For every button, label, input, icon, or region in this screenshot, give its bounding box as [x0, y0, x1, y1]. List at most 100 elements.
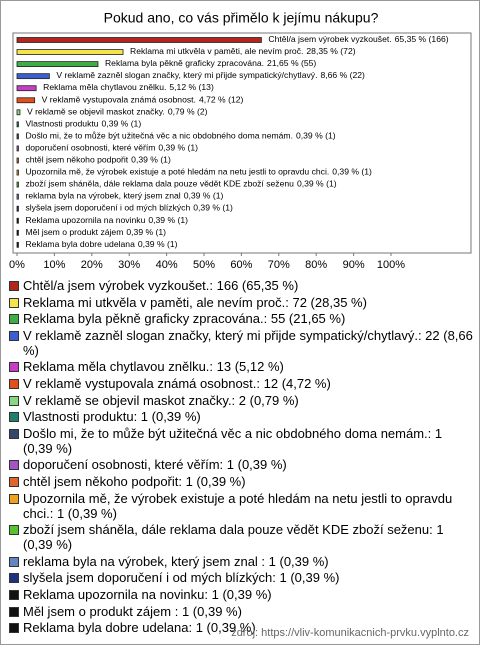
legend-item: slyšela jsem doporučení i od mých blízký… — [7, 570, 473, 585]
x-tick-label: 20% — [81, 259, 103, 271]
bar-label-category: reklama byla na výrobek, který jsem znal — [25, 191, 180, 201]
x-tick-label: 60% — [230, 259, 252, 271]
bar-label: reklama byla na výrobek, který jsem znal… — [25, 191, 223, 201]
legend-swatch — [9, 606, 19, 617]
legend-swatch — [9, 314, 19, 325]
x-tick-label: 50% — [193, 259, 215, 271]
legend-item: reklama byla na výrobek, který jsem znal… — [7, 554, 473, 569]
legend-item: Měl jsem o produkt zájem : 1 (0,39 %) — [7, 604, 473, 619]
bar-label-value: 0,39 % (1) — [131, 155, 171, 165]
bar-label-value: 0,39 % (1) — [297, 179, 337, 189]
bar-label-category: V reklamě vystupovala známá osobnost. — [42, 95, 196, 105]
legend-label: V reklamě se objevil maskot značky.: 2 (… — [23, 392, 299, 408]
bar-label-category: V reklamě se objevil maskot značky. — [27, 107, 165, 117]
bar-label: Měl jsem o produkt zájem 0,39 % (1) — [25, 227, 166, 237]
legend-item: chtěl jsem někoho podpořit: 1 (0,39 %) — [7, 474, 473, 489]
legend-swatch — [9, 525, 19, 536]
bar-label-value: 0,39 % (1) — [102, 119, 142, 129]
legend-label: Chtěl/a jsem výrobek vyzkoušet.: 166 (65… — [23, 278, 299, 293]
bar — [16, 61, 99, 67]
bar-label-value: 5,12 % (13) — [169, 82, 214, 92]
legend-label: Vlastnosti produktu: 1 (0,39 %) — [23, 409, 201, 425]
legend-swatch — [9, 281, 19, 291]
bar-label-category: Reklama upozornila na novinku — [25, 215, 145, 225]
legend-item: Vlastnosti produktu: 1 (0,39 %) — [7, 409, 473, 424]
bar — [16, 85, 37, 92]
bar-label-value: 0,39 % (1) — [193, 203, 233, 213]
bar — [16, 49, 124, 55]
bar-label-category: Upozornila mě, že výrobek existuje a pot… — [25, 167, 329, 177]
bar-label: chtěl jsem někoho podpořit 0,39 % (1) — [25, 155, 171, 165]
bar — [16, 205, 19, 212]
legend-swatch — [9, 476, 19, 487]
bar — [16, 193, 19, 200]
legend-item: Reklama mi utkvěla v paměti, ale nevím p… — [7, 295, 473, 310]
legend-label: V reklamě vystupovala známá osobnost.: 1… — [23, 375, 331, 391]
legend-label: zboží jsem sháněla, dále reklama dala po… — [23, 522, 444, 553]
bar-label-value: 0,39 % (1) — [296, 131, 336, 141]
x-tick-label: 80% — [305, 259, 327, 271]
x-tick-label: 70% — [268, 259, 290, 271]
legend-label: slyšela jsem doporučení i od mých blízký… — [23, 570, 340, 586]
legend-swatch — [9, 573, 19, 584]
bar-label-value: 0,39 % (1) — [184, 191, 224, 201]
bar-label: Vlastnosti produktu 0,39 % (1) — [25, 119, 141, 129]
legend-label: Došlo mi, že to může být užitečná věc a … — [23, 425, 443, 456]
legend-label: Reklama byla dobre udelana: 1 (0,39 %) — [23, 620, 256, 636]
bar-label: V reklamě vystupovala známá osobnost. 4,7… — [42, 95, 244, 105]
legend-swatch — [9, 378, 19, 389]
legend-label: V reklamě zazněl slogan značky, který mi… — [23, 327, 473, 358]
bar-label: Reklama upozornila na novinku 0,39 % (1) — [25, 215, 188, 225]
bar-label-value: 0,39 % (1) — [126, 227, 166, 237]
bar-label: V reklamě se objevil maskot značky. 0,79 … — [27, 107, 208, 117]
bar — [16, 121, 19, 128]
legend-item: Reklama byla pěkně graficky zpracována.:… — [7, 311, 473, 326]
x-tick-label: 40% — [156, 259, 178, 271]
legend-swatch — [9, 493, 19, 504]
bar — [16, 145, 19, 152]
bar — [16, 217, 19, 224]
legend-label: reklama byla na výrobek, který jsem znal… — [23, 553, 329, 569]
chart: Pokud ano, co vás přimělo k jejímu nákup… — [9, 10, 472, 271]
bar-label-value: 0,39 % (1) — [148, 215, 188, 225]
legend-label: chtěl jsem někoho podpořit: 1 (0,39 %) — [23, 473, 246, 489]
legend-item: Reklama měla chytlavou znělku.: 13 (5,12… — [7, 359, 473, 374]
plot-frame — [12, 32, 472, 254]
legend-label: doporučení osobnosti, které věřím: 1 (0,… — [23, 457, 287, 473]
bar — [16, 37, 262, 43]
bar — [16, 109, 21, 116]
bar — [16, 133, 19, 140]
legend-label: Upozornila mě, že výrobek existuje a pot… — [23, 490, 453, 521]
bar-label-value: 0,39 % (1) — [138, 239, 178, 249]
bar-label-value: 0,39 % (1) — [332, 167, 372, 177]
bar-label-category: Měl jsem o produkt zájem — [25, 227, 123, 237]
legend: Chtěl/a jsem výrobek vyzkoušet.: 166 (65… — [7, 278, 473, 637]
bar-label-category: Chtěl/a jsem výrobek vyzkoušet. — [268, 34, 391, 44]
bar-label-category: Došlo mi, že to může být užitečná věc a … — [25, 131, 293, 141]
legend-swatch — [9, 297, 19, 308]
bar — [16, 97, 36, 104]
bar-label-category: slyšela jsem doporučení i od mých blízký… — [25, 203, 190, 213]
legend-item: V reklamě se objevil maskot značky.: 2 (… — [7, 393, 473, 408]
legend-item: V reklamě zazněl slogan značky, který mi… — [7, 328, 473, 358]
bar-label: Reklama byla pěkně graficky zpracována. 2… — [105, 58, 316, 68]
bar-label-value: 0,79 % (2) — [168, 107, 208, 117]
bar-label: Reklama mi utkvěla v paměti, ale nevím p… — [130, 46, 356, 56]
legend-swatch — [9, 428, 19, 439]
bar-label-category: Reklama byla pěkně graficky zpracována. — [105, 58, 264, 68]
bar-label: zboží jsem sháněla, dále reklama dala po… — [25, 179, 336, 189]
bar-label: doporučení osobnosti, které věřím 0,39 % … — [25, 143, 198, 153]
legend-label: Reklama byla pěkně graficky zpracována.:… — [23, 311, 346, 327]
bar — [16, 169, 19, 176]
legend-swatch — [9, 460, 19, 471]
bar-label-value: 8,66 % (22) — [320, 70, 365, 80]
legend-label: Reklama upozornila na novinku: 1 (0,39 %… — [23, 586, 272, 602]
legend-swatch — [9, 623, 19, 634]
legend-item: V reklamě vystupovala známá osobnost.: 1… — [7, 376, 473, 391]
bar-label-category: chtěl jsem někoho podpořit — [25, 155, 128, 165]
bar-label-category: Reklama mi utkvěla v paměti, ale nevím p… — [130, 46, 303, 56]
bar-label-value: 21,65 % (55) — [267, 58, 316, 68]
bar-label-value: 65,35 % (166) — [395, 34, 449, 44]
legend-label: Měl jsem o produkt zájem : 1 (0,39 %) — [23, 603, 242, 619]
bar-label-value: 4,72 % (12) — [199, 95, 244, 105]
